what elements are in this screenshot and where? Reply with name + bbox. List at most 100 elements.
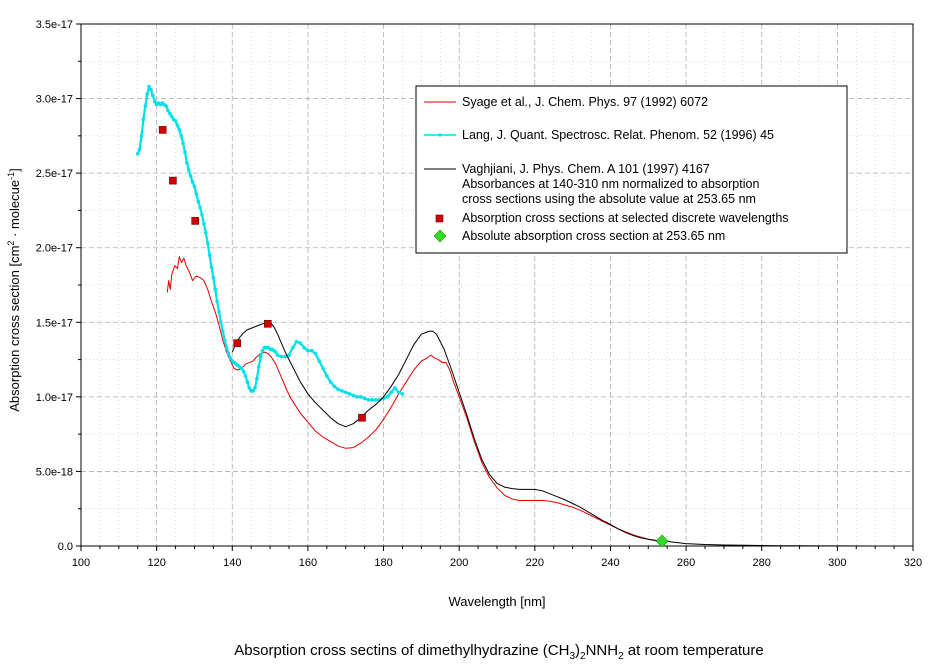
legend-label-syage: Syage et al., J. Chem. Phys. 97 (1992) 6… (462, 95, 708, 109)
data-point (194, 192, 199, 196)
data-point (351, 393, 356, 398)
data-point (294, 339, 299, 344)
data-point (224, 345, 229, 350)
x-tick-label: 180 (374, 557, 392, 569)
data-point (168, 111, 172, 116)
data-point (152, 99, 157, 104)
legend-label-vaghjiani-line2: Absorbances at 140-310 nm normalized to … (462, 177, 759, 191)
data-point (374, 398, 378, 402)
data-point (147, 84, 151, 89)
data-point (358, 413, 366, 422)
x-axis-label: Wavelength [nm] (448, 594, 545, 609)
data-point (226, 351, 231, 356)
data-point (137, 147, 142, 152)
data-point (196, 199, 201, 204)
data-point (213, 287, 218, 292)
data-point (169, 114, 174, 119)
data-point (396, 390, 401, 395)
y-tick-label: 0.0 (58, 541, 73, 553)
data-point (217, 310, 221, 314)
data-point (302, 345, 306, 350)
y-axis-label-sup-1: 2 (6, 241, 16, 246)
data-point (325, 374, 329, 378)
y-tick-label: 3.5e-17 (36, 19, 73, 31)
series-line (166, 256, 663, 542)
legend: Syage et al., J. Chem. Phys. 97 (1992) 6… (415, 85, 848, 254)
data-point (228, 356, 233, 360)
data-point (400, 392, 405, 396)
x-tick-label: 200 (450, 557, 468, 569)
x-tick-label: 240 (601, 557, 619, 569)
y-tick-label: 1.0e-17 (36, 392, 73, 404)
data-point (347, 392, 352, 396)
data-point (385, 395, 390, 399)
data-point (211, 275, 216, 280)
data-point (366, 398, 371, 402)
data-point (362, 396, 367, 401)
data-point (243, 374, 248, 378)
legend-label-vaghjiani: Vaghjiani, J. Phys. Chem. A 101 (1997) 4… (462, 162, 710, 176)
data-point (141, 117, 146, 122)
caption-sub-1: 3 (569, 651, 575, 662)
data-point (255, 377, 259, 381)
x-tick-label: 260 (677, 557, 695, 569)
x-tick-label: 220 (526, 557, 544, 569)
x-axis-ticks: 100 120 140 160 180 200 220 240 260 280 300 320 (72, 546, 922, 569)
data-point (219, 320, 223, 325)
x-tick-label: 100 (72, 557, 90, 569)
data-point (151, 93, 155, 98)
data-point (298, 341, 303, 345)
data-point (215, 299, 219, 304)
data-point (241, 369, 246, 374)
data-point (309, 348, 314, 353)
data-point (328, 380, 333, 384)
series-layer (135, 84, 876, 548)
series-3 (158, 126, 366, 422)
data-point (343, 390, 348, 395)
data-point (207, 253, 212, 257)
series-0 (166, 256, 663, 542)
y-axis-label-part-3: ] (7, 168, 22, 172)
data-point (273, 350, 278, 354)
data-point (204, 231, 208, 235)
data-point (181, 141, 185, 146)
data-point (239, 366, 244, 371)
data-point (245, 380, 250, 384)
caption-sub-2: 2 (580, 651, 586, 662)
data-point (222, 338, 227, 342)
caption-part-3: NNH (586, 642, 619, 659)
data-point (256, 365, 261, 369)
data-point (192, 184, 197, 189)
y-axis-label-part-2: · molecue (7, 180, 22, 241)
data-point (253, 386, 257, 390)
data-point (135, 151, 140, 156)
data-point (164, 104, 168, 108)
data-point (275, 353, 280, 357)
legend-marker-absolute (433, 229, 447, 243)
legend-box (415, 85, 848, 254)
data-point (158, 126, 167, 134)
data-point (393, 386, 397, 390)
plot-frame (80, 23, 914, 547)
x-tick-label: 120 (147, 557, 165, 569)
data-point (287, 353, 291, 357)
data-point (264, 319, 272, 328)
data-point (377, 398, 382, 402)
data-point (200, 213, 204, 217)
y-tick-label: 5.0e-18 (36, 466, 73, 478)
data-point (179, 134, 184, 138)
data-point (205, 241, 210, 246)
x-tick-label: 300 (828, 557, 846, 569)
data-point (221, 329, 225, 334)
data-point (313, 351, 318, 356)
data-point (306, 348, 310, 353)
data-point (340, 389, 344, 393)
legend-marker-lang (438, 133, 442, 137)
data-point (149, 87, 153, 92)
x-tick-label: 160 (299, 557, 317, 569)
legend-marker-discrete (435, 214, 444, 223)
data-point (317, 359, 322, 363)
data-point (336, 387, 340, 392)
caption-part-2: ) (575, 642, 580, 659)
data-point (175, 123, 180, 128)
